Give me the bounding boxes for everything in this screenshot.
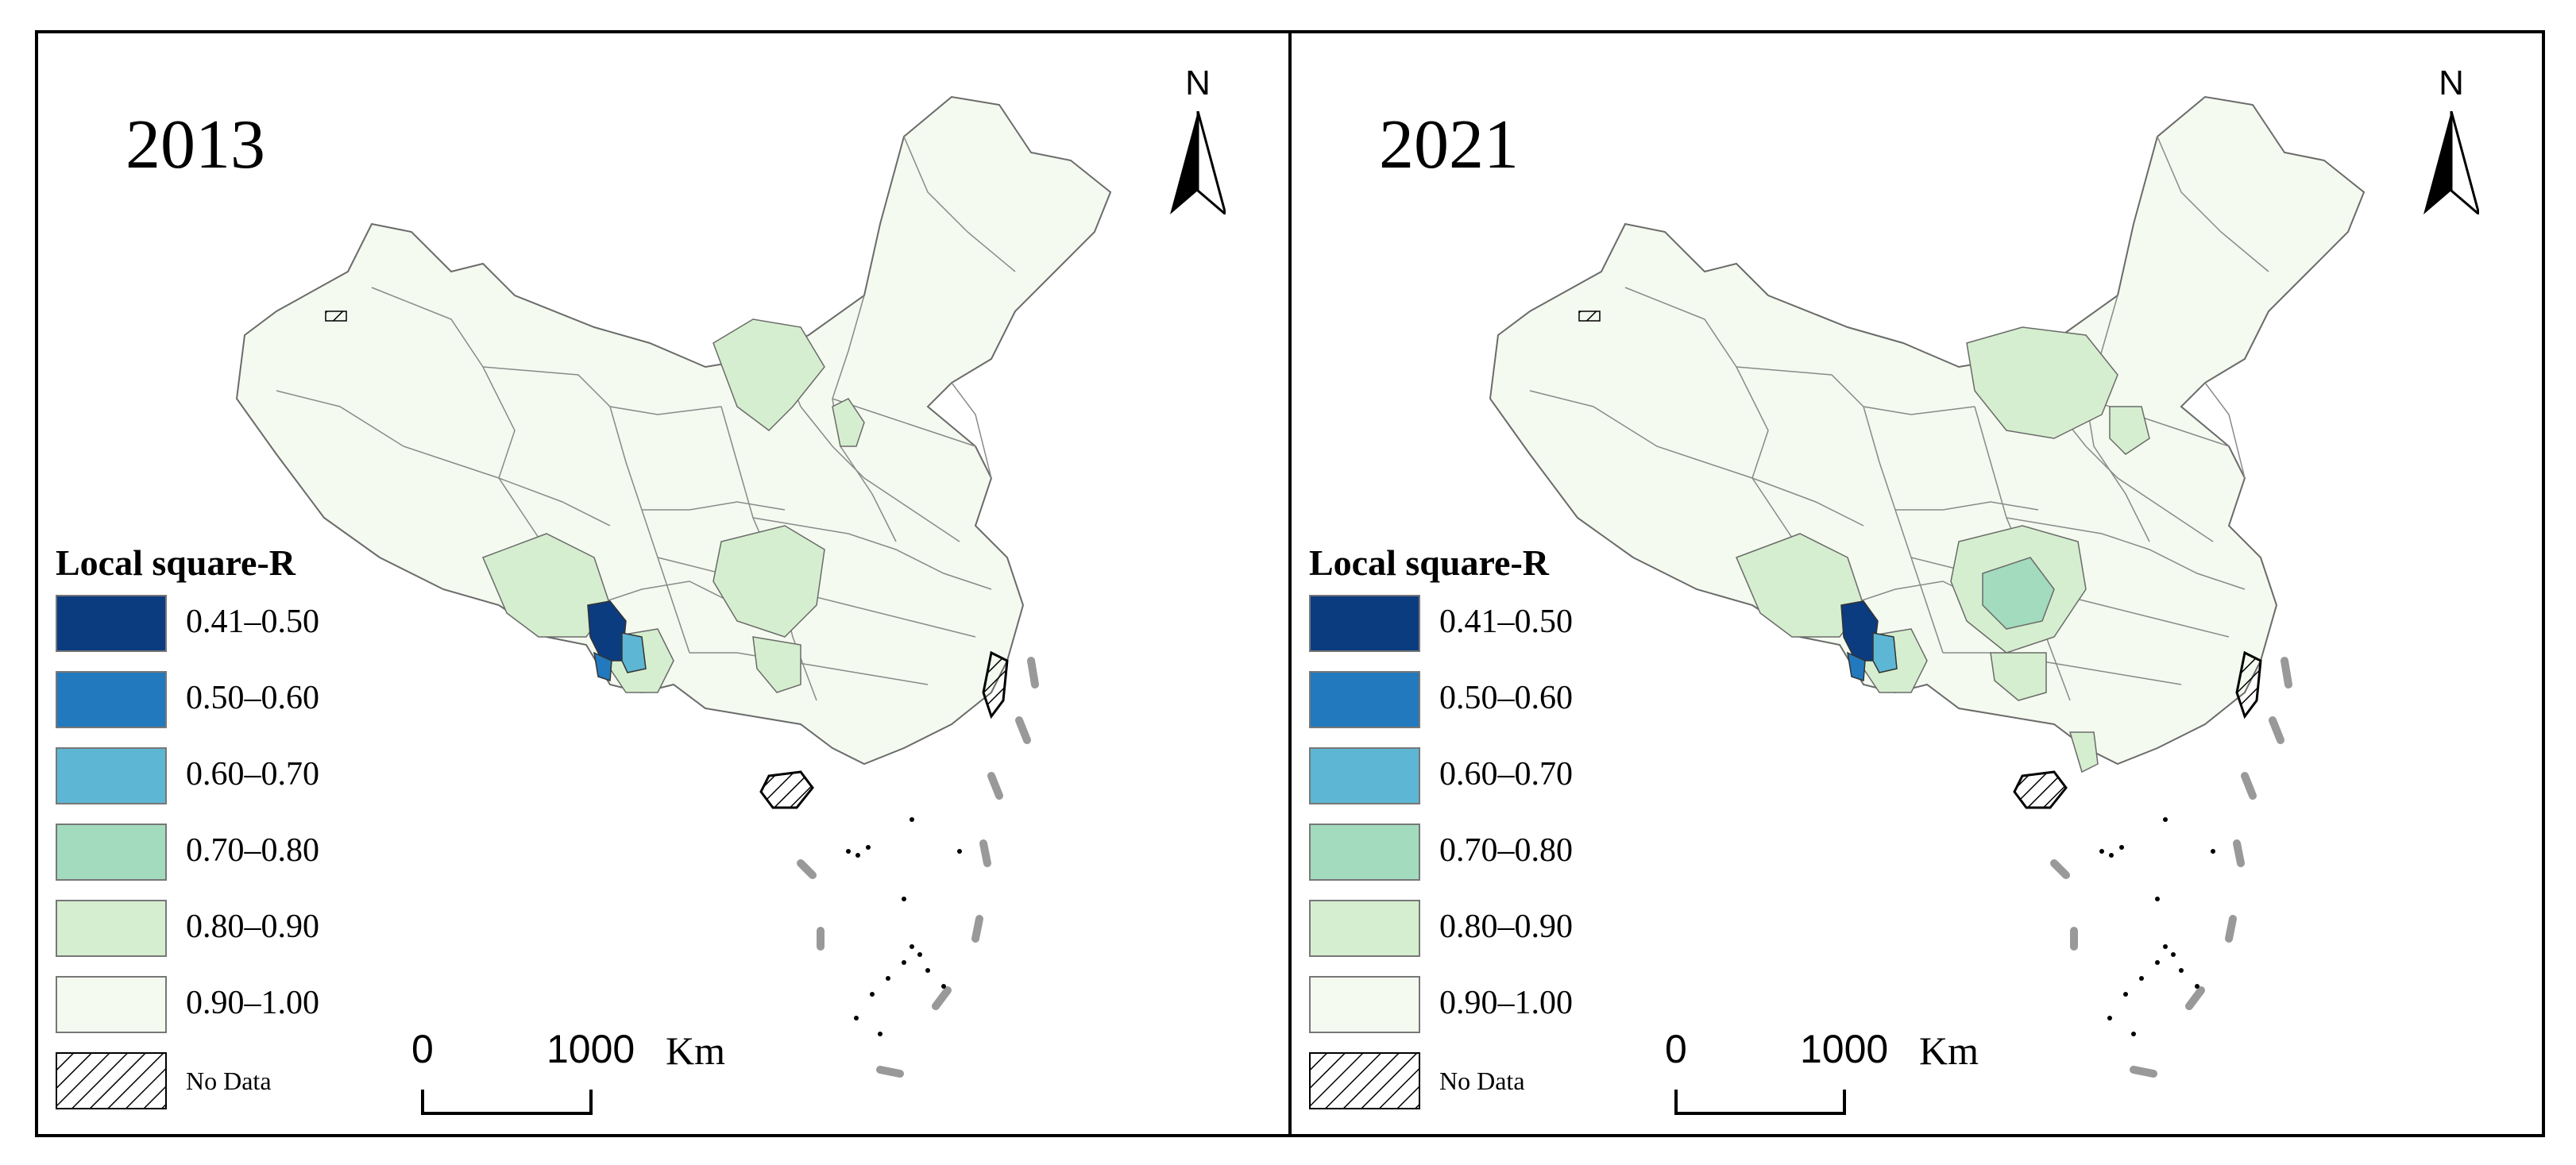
legend-item: 0.70–0.80 — [56, 824, 389, 900]
north-label: N — [2439, 64, 2464, 102]
legend-swatch — [56, 900, 167, 957]
legend-item: 0.80–0.90 — [56, 900, 389, 976]
scale-start: 0 — [1665, 1027, 1687, 1071]
legend-label-nodata: No Data — [1439, 1067, 1525, 1095]
map-panel-2021: 2021 N Local square-R 0.41–0.50 0.50–0.6… — [1288, 30, 2545, 1137]
scale-bar: 0 1000 Km — [411, 1026, 777, 1121]
north-arrow-icon — [2423, 111, 2479, 214]
region-hunan — [752, 636, 801, 693]
legend-swatch — [1309, 824, 1420, 881]
legend-title: Local square-R — [56, 542, 295, 583]
panel-year-2021: 2021 — [1379, 106, 1519, 183]
legend-swatch — [1309, 671, 1420, 728]
scale-unit: Km — [1919, 1028, 1979, 1073]
region-central — [713, 525, 825, 638]
legend-item-nodata: No Data — [56, 1052, 389, 1128]
region-yunnan-blue — [1847, 651, 1866, 682]
legend-item: 0.50–0.60 — [56, 671, 389, 747]
legend: Local square-R 0.41–0.50 0.50–0.60 0.60–… — [56, 542, 389, 1128]
legend-item: 0.60–0.70 — [56, 747, 389, 824]
legend-label: 0.80–0.90 — [186, 908, 319, 945]
north-arrow: N — [1162, 64, 1234, 230]
legend-item: 0.90–1.00 — [1309, 976, 1643, 1052]
region-hebei — [2109, 406, 2150, 455]
scale-bar-line — [1674, 1090, 1846, 1115]
panel-year-2013: 2013 — [126, 106, 265, 183]
scale-bar-line — [421, 1090, 593, 1115]
legend-swatch — [56, 824, 167, 881]
legend-label: 0.41–0.50 — [1439, 604, 1573, 640]
legend-title: Local square-R — [1309, 542, 1549, 583]
legend-label-nodata: No Data — [186, 1067, 272, 1095]
nodata-swatch — [1309, 1052, 1420, 1109]
legend-label: 0.50–0.60 — [186, 680, 319, 716]
legend-label: 0.70–0.80 — [186, 832, 319, 869]
legend-item: 0.90–1.00 — [56, 976, 389, 1052]
legend-item: 0.41–0.50 — [56, 595, 389, 671]
legend-label: 0.70–0.80 — [1439, 832, 1573, 869]
legend-item: 0.70–0.80 — [1309, 824, 1643, 900]
legend-label: 0.60–0.70 — [1439, 756, 1573, 793]
legend-item: 0.50–0.60 — [1309, 671, 1643, 747]
region-inner-mongolia — [1966, 326, 2118, 439]
legend-swatch — [1309, 595, 1420, 652]
north-label: N — [1185, 64, 1211, 102]
region-shanxi-north — [832, 398, 865, 447]
legend-swatch — [56, 671, 167, 728]
legend-swatch — [56, 747, 167, 804]
nodata-swatch — [56, 1052, 167, 1109]
region-chongqing — [1982, 557, 2055, 630]
legend-label: 0.90–1.00 — [186, 985, 319, 1021]
region-yunnan-mid — [1872, 632, 1898, 673]
legend-label: 0.90–1.00 — [1439, 985, 1573, 1021]
scale-end: 1000 — [1800, 1027, 1889, 1071]
legend: Local square-R 0.41–0.50 0.50–0.60 0.60–… — [1309, 542, 1643, 1128]
china-map-2021 — [1489, 95, 2366, 1078]
region-inner-mongolia — [713, 318, 825, 431]
nine-dash-line — [797, 657, 1039, 1078]
legend-item-nodata: No Data — [1309, 1052, 1643, 1128]
north-arrow: N — [2416, 64, 2487, 230]
scale-unit: Km — [666, 1028, 725, 1073]
legend-item: 0.60–0.70 — [1309, 747, 1643, 824]
scale-end: 1000 — [546, 1027, 635, 1071]
legend-item: 0.80–0.90 — [1309, 900, 1643, 976]
nine-dash-line — [2050, 657, 2292, 1078]
china-map-2013 — [235, 95, 1112, 1078]
legend-swatch — [1309, 747, 1420, 804]
south-sea-islands — [846, 817, 962, 1036]
region-yunnan-mid — [621, 632, 647, 673]
hainan-island — [2013, 770, 2068, 809]
nodata-patch — [325, 311, 347, 322]
map-panel-2013: 2013 N Local square-R 0.41–0.50 0.50–0.6… — [35, 30, 1292, 1137]
region-yunnan-blue — [593, 651, 612, 682]
hainan-island — [759, 770, 814, 809]
scale-bar: 0 1000 Km — [1665, 1026, 2030, 1121]
taiwan-island — [982, 650, 1009, 719]
legend-label: 0.41–0.50 — [186, 604, 319, 640]
region-guangxi — [2068, 731, 2099, 773]
legend-item: 0.41–0.50 — [1309, 595, 1643, 671]
legend-swatch — [56, 595, 167, 652]
scale-start: 0 — [411, 1027, 434, 1071]
south-sea-islands — [2099, 817, 2215, 1036]
legend-label: 0.80–0.90 — [1439, 908, 1573, 945]
north-arrow-icon — [1170, 111, 1226, 214]
legend-swatch — [56, 976, 167, 1033]
taiwan-island — [2235, 650, 2262, 719]
nodata-patch — [1578, 311, 1601, 322]
legend-swatch — [1309, 976, 1420, 1033]
legend-label: 0.60–0.70 — [186, 756, 319, 793]
region-hunan — [1990, 652, 2047, 701]
legend-label: 0.50–0.60 — [1439, 680, 1573, 716]
legend-swatch — [1309, 900, 1420, 957]
